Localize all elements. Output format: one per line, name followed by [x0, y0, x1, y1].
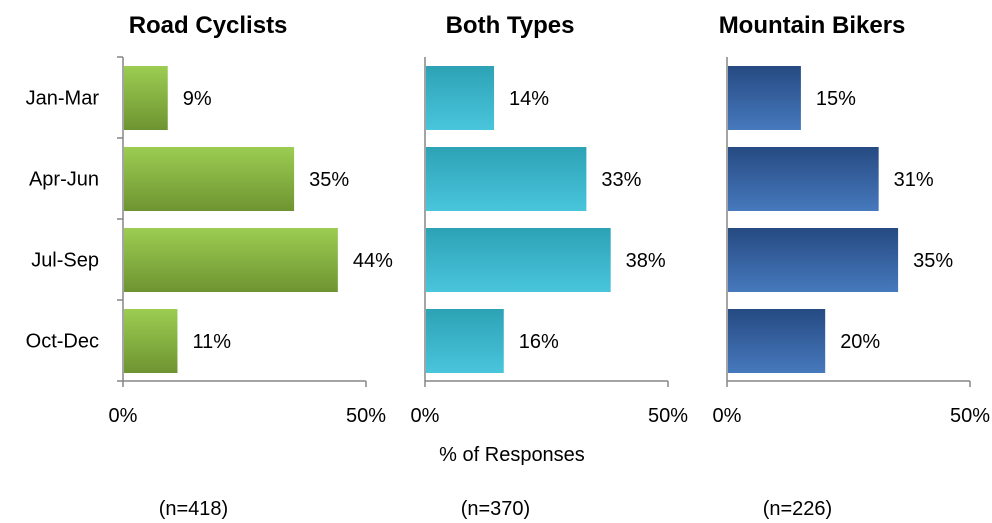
data-label: 14% [509, 88, 549, 110]
panel-0: Road Cyclists 0% 50% Jan-Mar Apr-Jun Jul-Sep O… [26, 12, 393, 520]
panel-2: Mountain Bikers 0% 50% 15% 31% 35% 20% (n=226) [713, 12, 991, 520]
bar [728, 228, 899, 292]
bar [124, 309, 178, 373]
data-label: 20% [840, 331, 880, 353]
data-label: 9% [183, 88, 212, 110]
data-label: 16% [519, 331, 559, 353]
bar [124, 147, 295, 211]
data-label: 15% [816, 88, 856, 110]
bar [124, 66, 168, 130]
data-label: 38% [626, 250, 666, 272]
bar [426, 309, 504, 373]
category-label: Apr-Jun [29, 169, 99, 191]
bar [426, 147, 587, 211]
data-label: 11% [192, 331, 231, 353]
category-label: Jan-Mar [26, 88, 100, 110]
data-label: 31% [894, 169, 934, 191]
x-tick-label: 50% [648, 405, 688, 427]
sample-size-label: (n=418) [159, 498, 229, 520]
data-label: 44% [353, 250, 393, 272]
panel-1: Both Types 0% 50% 14% 33% 38% 16% (n=370) [411, 12, 689, 520]
x-tick-label: 50% [950, 405, 990, 427]
category-label: Oct-Dec [26, 331, 99, 353]
bar [728, 66, 801, 130]
data-label: 35% [309, 169, 349, 191]
category-label: Jul-Sep [31, 250, 99, 272]
bar [426, 228, 611, 292]
sample-size-label: (n=370) [461, 498, 531, 520]
x-tick-label: 50% [346, 405, 386, 427]
panel-title: Road Cyclists [129, 12, 288, 39]
x-tick-label: 0% [713, 405, 742, 427]
bar [426, 66, 495, 130]
panel-title: Both Types [446, 12, 575, 39]
data-label: 35% [913, 250, 953, 272]
x-tick-label: 0% [109, 405, 138, 427]
bar [728, 147, 879, 211]
data-label: 33% [601, 169, 641, 191]
bar [124, 228, 338, 292]
x-tick-label: 0% [411, 405, 440, 427]
panel-title: Mountain Bikers [719, 12, 906, 39]
sample-size-label: (n=226) [763, 498, 833, 520]
bar [728, 309, 826, 373]
x-axis-label: % of Responses [439, 444, 585, 466]
